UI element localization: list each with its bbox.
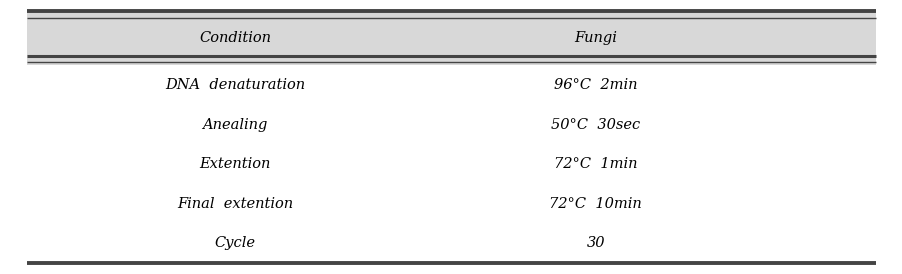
Text: 30: 30	[586, 236, 604, 250]
Text: Anealing: Anealing	[202, 118, 267, 132]
Bar	[27, 11, 875, 65]
Text: Fungi: Fungi	[574, 31, 617, 45]
Text: Final  extention: Final extention	[177, 197, 293, 211]
Text: 72°C  1min: 72°C 1min	[554, 157, 637, 171]
Text: Cycle: Cycle	[215, 236, 255, 250]
Text: Extention: Extention	[199, 157, 271, 171]
Text: 50°C  30sec: 50°C 30sec	[550, 118, 640, 132]
Text: Condition: Condition	[198, 31, 271, 45]
Text: 72°C  10min: 72°C 10min	[548, 197, 641, 211]
Text: DNA  denaturation: DNA denaturation	[165, 78, 305, 92]
Text: 96°C  2min: 96°C 2min	[554, 78, 637, 92]
